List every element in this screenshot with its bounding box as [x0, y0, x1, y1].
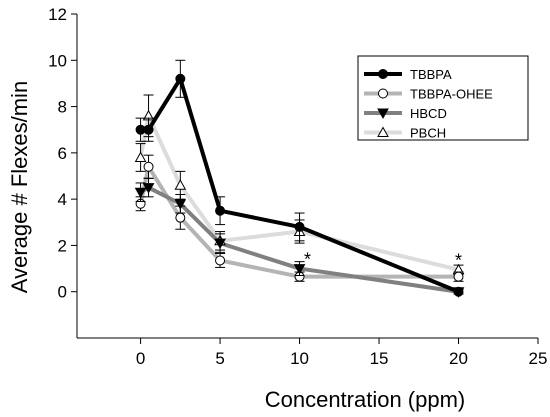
data-point — [215, 205, 226, 216]
data-point — [214, 238, 226, 250]
series-markers-tbbpa — [135, 59, 464, 297]
data-point — [175, 212, 186, 223]
data-point — [215, 255, 226, 266]
data-point — [174, 199, 187, 210]
legend-marker — [377, 108, 389, 120]
significance-marker: * — [304, 249, 311, 269]
data-point — [134, 187, 147, 199]
significance-marker: * — [455, 250, 462, 270]
data-point — [174, 179, 187, 190]
data-point — [142, 183, 155, 194]
x-tick-label: 25 — [529, 349, 548, 368]
legend-label: TBBPA — [410, 67, 452, 82]
legend-item: PBCH — [364, 126, 446, 141]
data-point — [293, 264, 306, 275]
series-layer — [134, 59, 465, 298]
x-tick-label: 20 — [449, 349, 468, 368]
data-point — [453, 286, 464, 297]
y-tick-label: 6 — [58, 144, 67, 163]
data-point — [134, 151, 147, 162]
data-point — [143, 124, 154, 135]
x-tick-label: 5 — [215, 349, 224, 368]
data-point — [453, 271, 464, 282]
y-tick-label: 8 — [58, 98, 67, 117]
x-tick-label: 15 — [370, 349, 389, 368]
axes — [71, 13, 539, 344]
legend-marker — [378, 69, 388, 79]
legend-box — [357, 55, 529, 141]
legend-marker — [377, 126, 389, 137]
y-axis-title: Average # Flexes/min — [7, 81, 32, 293]
legend-label: TBBPA-OHEE — [410, 87, 493, 102]
legend-item: TBBPA — [364, 67, 452, 82]
y-tick-label: 10 — [48, 51, 67, 70]
legend-label: HBCD — [410, 106, 447, 121]
legend: TBBPA TBBPA-OHEE HBCD PBCH — [357, 55, 529, 141]
data-point — [294, 221, 305, 232]
series-tbbpa-ohee — [138, 164, 459, 279]
y-tick-label: 12 — [48, 5, 67, 24]
data-point — [143, 161, 154, 172]
legend-marker — [378, 88, 388, 99]
series-line — [138, 164, 459, 279]
x-tick-label: 10 — [290, 349, 309, 368]
annotations: * * — [304, 249, 462, 270]
data-point — [175, 73, 186, 84]
legend-label: PBCH — [410, 126, 446, 141]
y-tick-label: 2 — [58, 236, 67, 255]
x-tick-label: 0 — [136, 349, 145, 368]
x-axis-title: Concentration (ppm) — [265, 387, 466, 412]
legend-item: TBBPA-OHEE — [364, 87, 493, 102]
y-tick-label: 4 — [58, 190, 67, 209]
tick-labels: 0 2 4 6 8 10 12 0 5 10 15 20 25 — [48, 5, 547, 368]
y-tick-label: 0 — [58, 283, 67, 302]
legend-item: HBCD — [364, 106, 447, 121]
